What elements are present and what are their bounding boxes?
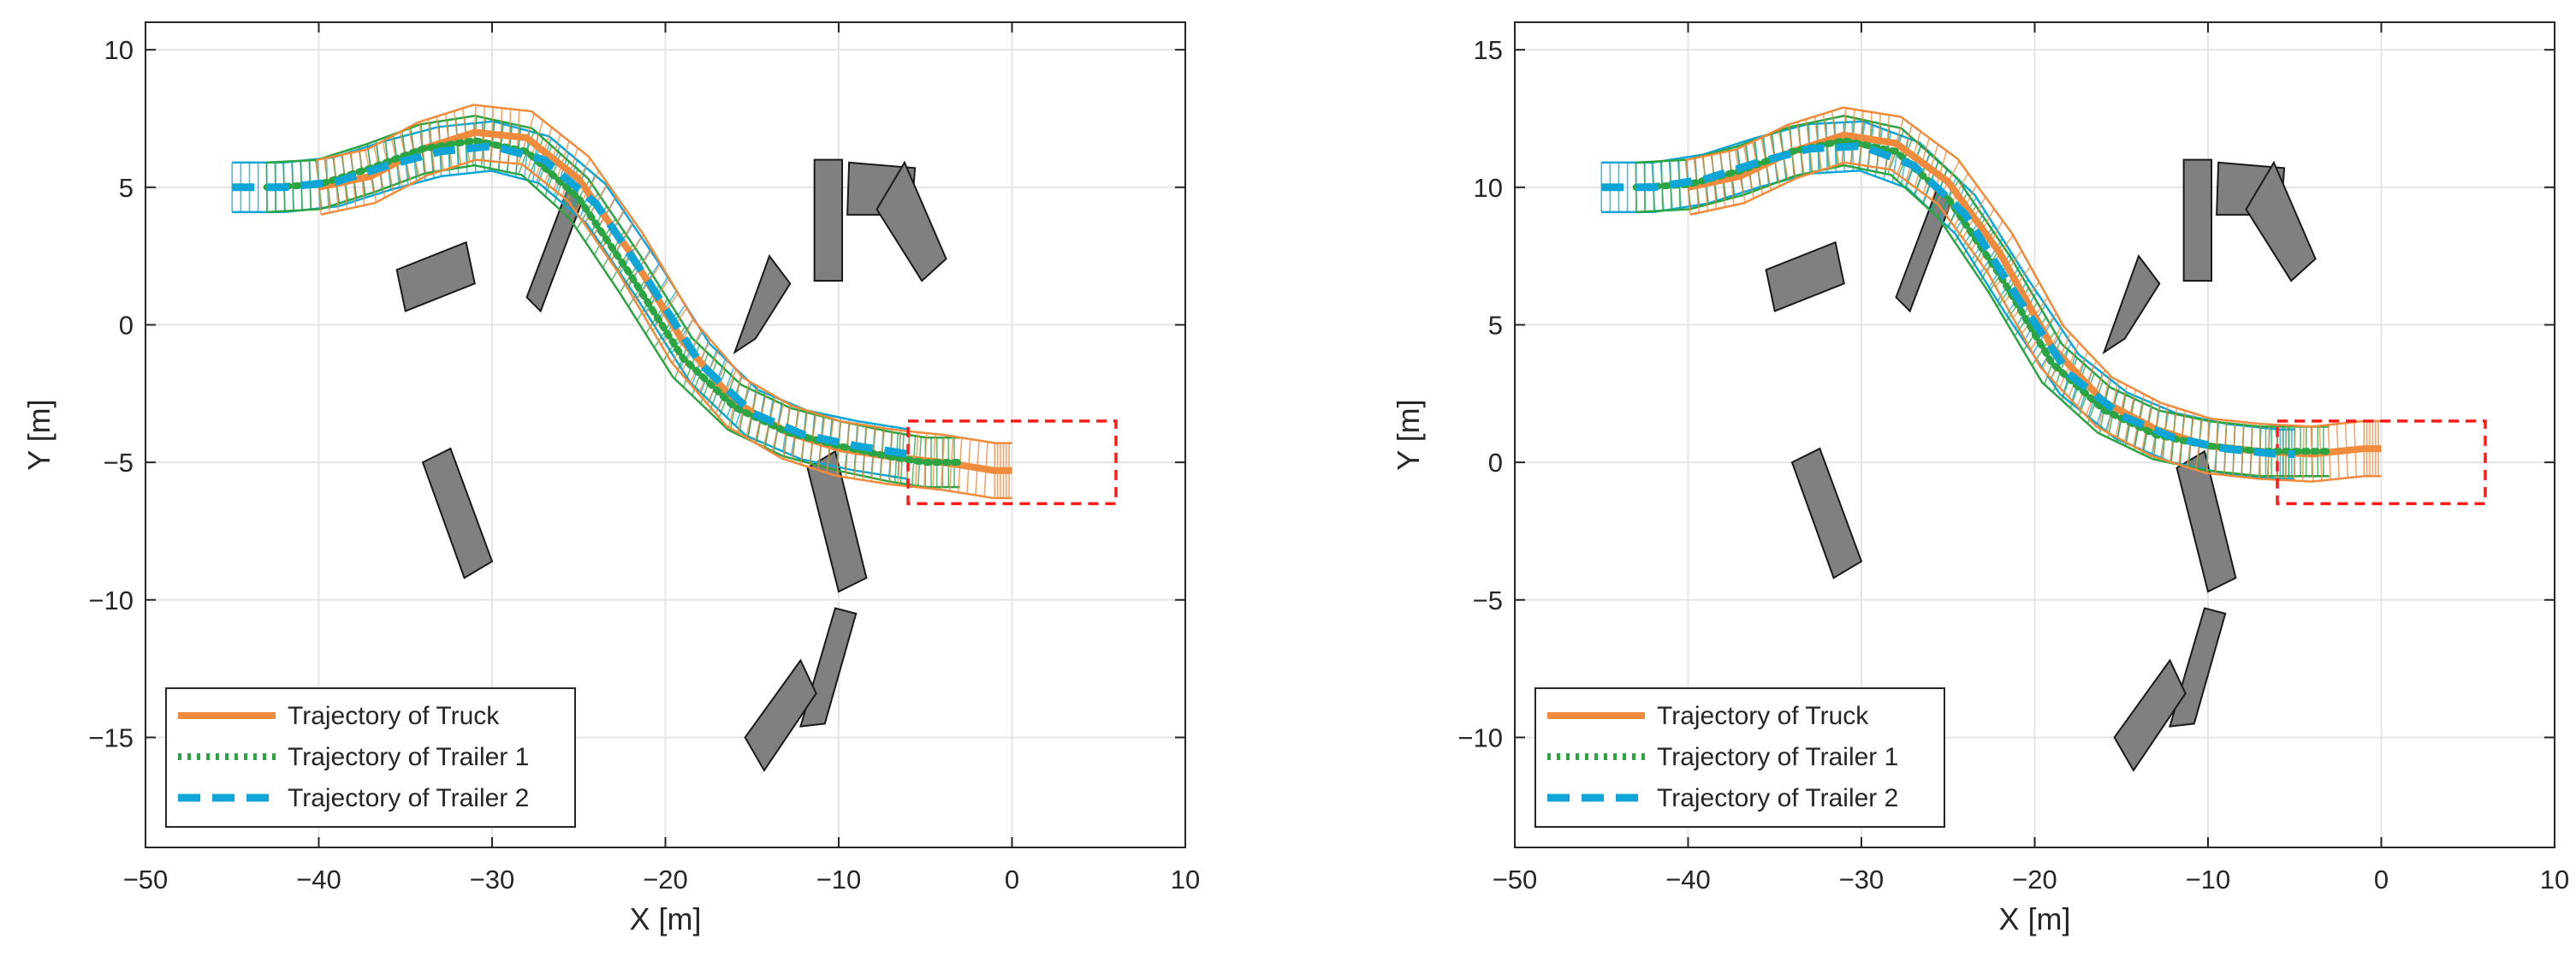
envelope-upper-0 bbox=[316, 104, 1012, 444]
y-tick-label: 10 bbox=[104, 35, 134, 65]
obstacle-10 bbox=[2113, 658, 2187, 772]
plot-content bbox=[231, 104, 1118, 772]
y-tick-label: −5 bbox=[1473, 586, 1503, 615]
obstacle-7 bbox=[421, 447, 494, 580]
legend-label-2: Trajectory of Trailer 1 bbox=[288, 743, 529, 771]
legend-label-3: Trajectory of Trailer 2 bbox=[288, 784, 529, 812]
y-tick-label: 10 bbox=[1474, 173, 1503, 203]
obstacle-6 bbox=[875, 160, 947, 282]
series-line-3 bbox=[232, 142, 909, 458]
x-tick-label: −20 bbox=[2012, 865, 2057, 895]
x-tick-label: −10 bbox=[2186, 865, 2231, 895]
plot-content bbox=[1600, 106, 2487, 772]
obstacle-8 bbox=[2175, 449, 2237, 593]
obstacle-3 bbox=[733, 254, 792, 355]
envelope-lower-0 bbox=[320, 158, 1012, 500]
envelope-upper-0 bbox=[1685, 106, 2382, 428]
x-axis-label: X [m] bbox=[1998, 901, 2070, 936]
obstacle-7 bbox=[1790, 447, 1863, 580]
obstacle-6 bbox=[2245, 160, 2317, 282]
x-tick-label: −40 bbox=[296, 865, 341, 895]
x-tick-label: −30 bbox=[470, 865, 515, 895]
x-tick-label: −30 bbox=[1839, 865, 1885, 895]
y-tick-label: −10 bbox=[1457, 722, 1503, 752]
x-tick-label: 0 bbox=[2374, 865, 2389, 895]
x-tick-label: −10 bbox=[816, 865, 862, 895]
legend-box bbox=[1534, 687, 1945, 828]
y-tick-label: −15 bbox=[88, 722, 134, 752]
obstacle-3 bbox=[2102, 254, 2161, 355]
obstacle-1 bbox=[1765, 241, 1845, 312]
obstacle-1 bbox=[395, 241, 476, 312]
legend-label-1: Trajectory of Truck bbox=[288, 702, 500, 730]
y-axis-label: Y [m] bbox=[1391, 399, 1426, 470]
x-tick-label: 10 bbox=[2540, 865, 2569, 895]
x-tick-label: −50 bbox=[1493, 865, 1538, 895]
y-axis-label: Y [m] bbox=[21, 399, 56, 470]
legend-box bbox=[165, 687, 576, 828]
x-axis-label: X [m] bbox=[629, 901, 701, 936]
legend-label-2: Trajectory of Trailer 1 bbox=[1657, 743, 1898, 771]
obstacle-8 bbox=[806, 449, 868, 593]
y-tick-label: −10 bbox=[88, 586, 134, 615]
y-tick-label: 15 bbox=[1474, 35, 1503, 65]
legend-label-1: Trajectory of Truck bbox=[1657, 702, 1869, 730]
x-tick-label: 10 bbox=[1171, 865, 1200, 895]
target-region bbox=[2276, 419, 2487, 506]
footprint-2 bbox=[2015, 291, 2038, 329]
x-tick-label: −20 bbox=[643, 865, 688, 895]
footprint-2 bbox=[1962, 211, 1986, 247]
obstacle-10 bbox=[744, 658, 817, 772]
legend-label-3: Trajectory of Trailer 2 bbox=[1657, 784, 1898, 812]
envelope-lower-0 bbox=[1689, 161, 2382, 483]
y-tick-label: 0 bbox=[119, 310, 134, 340]
legend: Trajectory of Truck Trajectory of Trailer… bbox=[165, 687, 576, 828]
series-line-2 bbox=[263, 137, 964, 467]
x-tick-label: −40 bbox=[1665, 865, 1711, 895]
legend: Trajectory of Truck Trajectory of Trailer… bbox=[1534, 687, 1945, 828]
y-tick-label: −5 bbox=[104, 448, 134, 478]
series-line-3 bbox=[1601, 142, 2295, 458]
y-tick-label: 5 bbox=[1488, 310, 1503, 340]
y-tick-label: 0 bbox=[1488, 448, 1503, 478]
obstacle-4 bbox=[813, 158, 844, 282]
x-tick-label: −50 bbox=[123, 865, 169, 895]
obstacle-4 bbox=[2182, 158, 2213, 282]
x-tick-label: 0 bbox=[1005, 865, 1019, 895]
y-tick-label: 5 bbox=[119, 173, 134, 203]
